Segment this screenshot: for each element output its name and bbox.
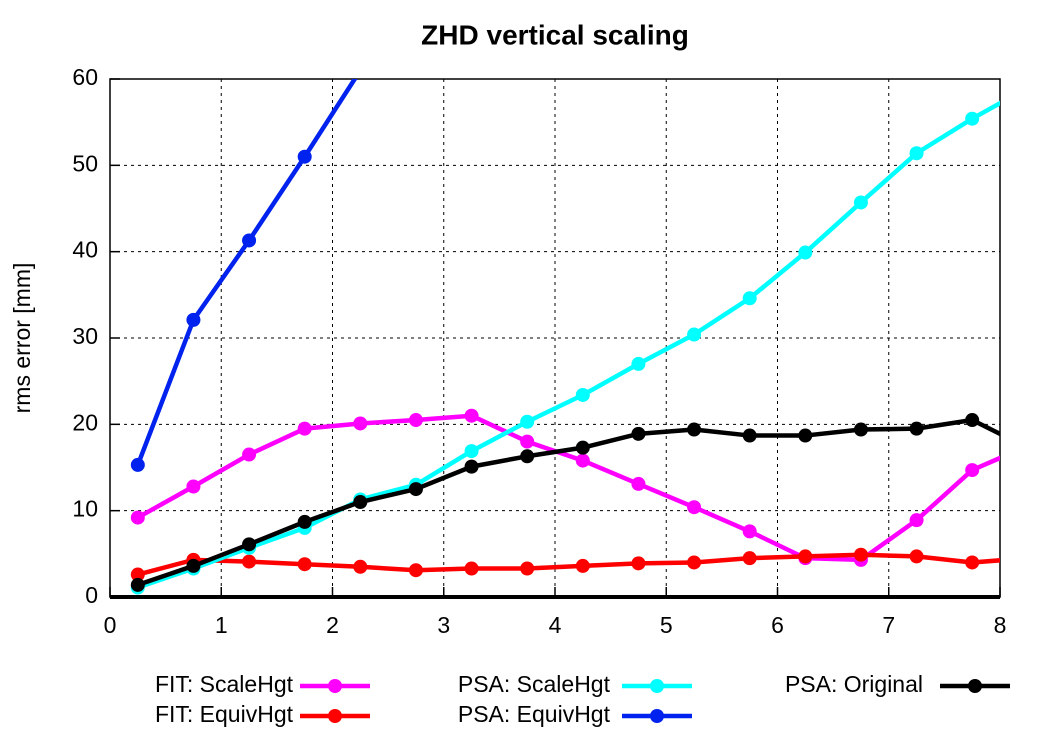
x-tick-label: 2 <box>326 612 339 638</box>
data-point <box>520 561 535 576</box>
data-point <box>853 547 868 562</box>
data-point <box>408 413 423 428</box>
data-point <box>130 567 145 582</box>
data-point <box>130 577 145 592</box>
data-point <box>798 428 813 443</box>
y-tick-label: 0 <box>85 582 98 608</box>
data-point <box>130 457 145 472</box>
y-tick-label: 30 <box>72 323 98 349</box>
series-line <box>135 79 358 466</box>
data-point <box>297 557 312 572</box>
data-point <box>742 291 757 306</box>
legend-label: FIT: EquivHgt <box>155 701 294 727</box>
data-point <box>798 549 813 564</box>
data-point <box>186 479 201 494</box>
data-point <box>909 421 924 436</box>
x-tick-label: 7 <box>882 612 895 638</box>
data-point <box>631 556 646 571</box>
data-point <box>575 440 590 455</box>
x-tick-label: 0 <box>104 612 117 638</box>
data-point <box>130 510 145 525</box>
y-tick-label: 50 <box>72 150 98 176</box>
legend-marker <box>328 679 342 693</box>
y-tick-label: 10 <box>72 496 98 522</box>
data-point <box>520 449 535 464</box>
data-point <box>353 495 368 510</box>
x-tick-label: 6 <box>771 612 784 638</box>
data-point <box>1021 441 1035 455</box>
data-point <box>464 408 479 423</box>
data-point <box>297 149 312 164</box>
data-point <box>242 554 257 569</box>
data-point <box>353 559 368 574</box>
data-point <box>631 356 646 371</box>
legend-label: PSA: Original <box>785 671 923 697</box>
data-point <box>353 416 368 431</box>
data-point <box>297 421 312 436</box>
data-point <box>1021 81 1035 95</box>
data-point <box>1021 439 1035 453</box>
data-point <box>575 453 590 468</box>
plot-series <box>130 63 1035 595</box>
data-point <box>965 111 980 126</box>
y-tick-label: 20 <box>72 409 98 435</box>
y-axis-label: rms error [mm] <box>9 263 35 414</box>
legend-marker <box>328 709 342 723</box>
data-point <box>742 524 757 539</box>
legend-marker <box>650 709 664 723</box>
data-point <box>909 146 924 161</box>
legend-label: FIT: ScaleHgt <box>155 671 294 697</box>
data-point <box>687 500 702 515</box>
data-point <box>242 537 257 552</box>
chart-title: ZHD vertical scaling <box>421 19 689 50</box>
data-point <box>742 551 757 566</box>
data-point <box>464 561 479 576</box>
data-point <box>687 327 702 342</box>
data-point <box>408 482 423 497</box>
data-point <box>464 459 479 474</box>
data-point <box>631 476 646 491</box>
data-point <box>520 414 535 429</box>
data-point <box>575 558 590 573</box>
y-tick-label: 60 <box>72 64 98 90</box>
data-point <box>186 558 201 573</box>
data-point <box>965 555 980 570</box>
data-point <box>464 444 479 459</box>
data-point <box>520 434 535 449</box>
data-point <box>687 422 702 437</box>
y-tick-label: 40 <box>72 237 98 263</box>
legend-marker <box>968 679 982 693</box>
x-tick-label: 8 <box>994 612 1007 638</box>
data-point <box>575 387 590 402</box>
legend-label: PSA: EquivHgt <box>458 701 611 727</box>
legend-marker <box>650 679 664 693</box>
data-point <box>965 463 980 478</box>
x-tick-label: 5 <box>660 612 673 638</box>
data-point <box>242 447 257 462</box>
data-point <box>408 563 423 578</box>
data-point <box>798 245 813 260</box>
data-point <box>965 413 980 428</box>
data-point <box>353 63 367 77</box>
data-point <box>742 428 757 443</box>
legend-label: PSA: ScaleHgt <box>458 671 611 697</box>
data-point <box>853 422 868 437</box>
data-point <box>297 514 312 529</box>
data-point <box>853 195 868 210</box>
data-point <box>242 233 257 248</box>
data-point <box>687 555 702 570</box>
data-point <box>909 513 924 528</box>
data-point <box>631 426 646 441</box>
data-point <box>1021 551 1035 565</box>
data-point <box>909 549 924 564</box>
x-tick-label: 1 <box>215 612 228 638</box>
x-tick-label: 3 <box>437 612 450 638</box>
x-tick-label: 4 <box>549 612 562 638</box>
data-point <box>186 312 201 327</box>
